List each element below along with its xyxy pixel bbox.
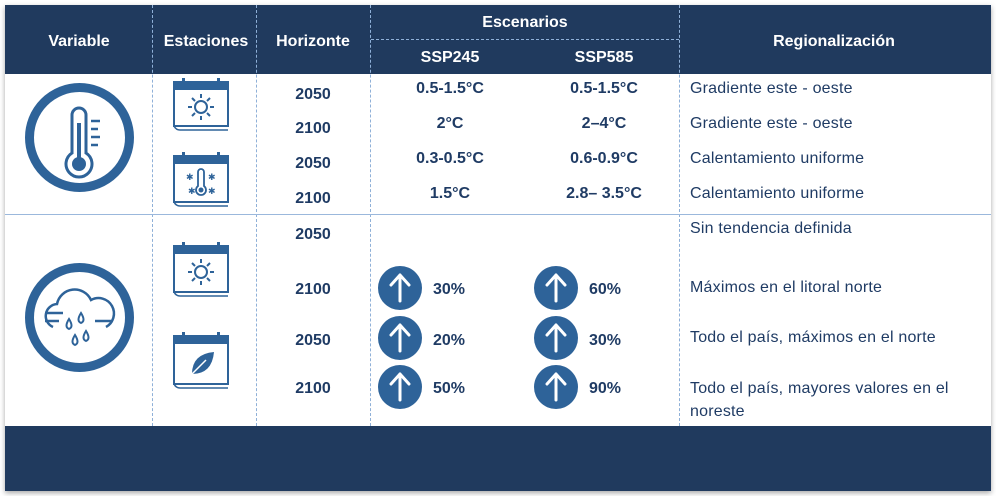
region-cell: Sin tendencia definida <box>690 220 852 237</box>
region-cell: Gradiente este - oeste <box>690 115 853 132</box>
ssp245-cell: 50% <box>432 380 466 397</box>
svg-text:✱: ✱ <box>208 187 216 197</box>
header-escenarios: Escenarios <box>482 14 568 31</box>
header-horizonte: Horizonte <box>276 33 350 50</box>
ssp245-cell: 0.5-1.5°C <box>416 80 484 97</box>
region-cell: Calentamiento uniforme <box>690 185 865 202</box>
up-arrow-icon <box>534 266 578 310</box>
column-divider <box>370 5 371 426</box>
header-divider <box>371 39 679 40</box>
ssp585-cell: 60% <box>588 281 622 298</box>
horizon-cell: 2050 <box>295 86 331 103</box>
ssp245-cell: 2°C <box>436 115 464 132</box>
header-ssp245: SSP245 <box>420 49 480 66</box>
column-divider <box>679 5 680 426</box>
svg-text:✱: ✱ <box>188 187 196 197</box>
ssp585-cell: 30% <box>588 332 622 349</box>
header-ssp585: SSP585 <box>574 49 634 66</box>
region-cell: Calentamiento uniforme <box>690 150 865 167</box>
region-cell: Todo el país, mayores valores en el <box>690 380 949 397</box>
up-arrow-icon <box>378 365 422 409</box>
region-cell: Máximos en el litoral norte <box>690 279 883 296</box>
rain-cloud-icon <box>25 263 134 372</box>
svg-text:✱: ✱ <box>208 173 216 183</box>
ssp585-cell: 2–4°C <box>581 115 627 132</box>
up-arrow-icon <box>378 266 422 310</box>
header-estaciones: Estaciones <box>163 33 249 50</box>
column-divider <box>256 5 257 426</box>
horizon-cell: 2050 <box>295 226 331 243</box>
calendar-sun-icon <box>173 242 229 297</box>
svg-text:✱: ✱ <box>186 173 194 183</box>
ssp245-cell: 30% <box>432 281 466 298</box>
region-cell: noreste <box>690 403 745 420</box>
horizon-cell: 2100 <box>295 281 331 298</box>
horizon-cell: 2100 <box>295 120 331 137</box>
calendar-sun-icon <box>173 78 229 131</box>
ssp585-cell: 0.5-1.5°C <box>570 80 638 97</box>
ssp245-cell: 0.3-0.5°C <box>416 150 484 167</box>
thermometer-icon <box>25 83 134 192</box>
up-arrow-icon <box>534 365 578 409</box>
ssp585-cell: 2.8– 3.5°C <box>566 185 642 202</box>
ssp245-cell: 1.5°C <box>429 185 471 202</box>
ssp585-cell: 0.6-0.9°C <box>570 150 638 167</box>
region-cell: Todo el país, máximos en el norte <box>690 329 936 346</box>
table-footer <box>5 426 991 491</box>
horizon-cell: 2050 <box>295 155 331 172</box>
horizon-cell: 2100 <box>295 190 331 207</box>
region-cell: Gradiente este - oeste <box>690 80 853 97</box>
column-divider <box>152 5 153 426</box>
header-variable: Variable <box>48 33 110 50</box>
header-regionalizacion: Regionalización <box>773 33 895 50</box>
ssp585-cell: 90% <box>588 380 622 397</box>
up-arrow-icon <box>534 316 578 360</box>
ssp245-cell: 20% <box>432 332 466 349</box>
section-divider <box>5 214 991 215</box>
up-arrow-icon <box>378 316 422 360</box>
horizon-cell: 2050 <box>295 332 331 349</box>
calendar-leaf-icon <box>173 332 229 389</box>
horizon-cell: 2100 <box>295 380 331 397</box>
calendar-winter-icon: ✱ ✱ ✱ ✱ <box>173 152 229 207</box>
